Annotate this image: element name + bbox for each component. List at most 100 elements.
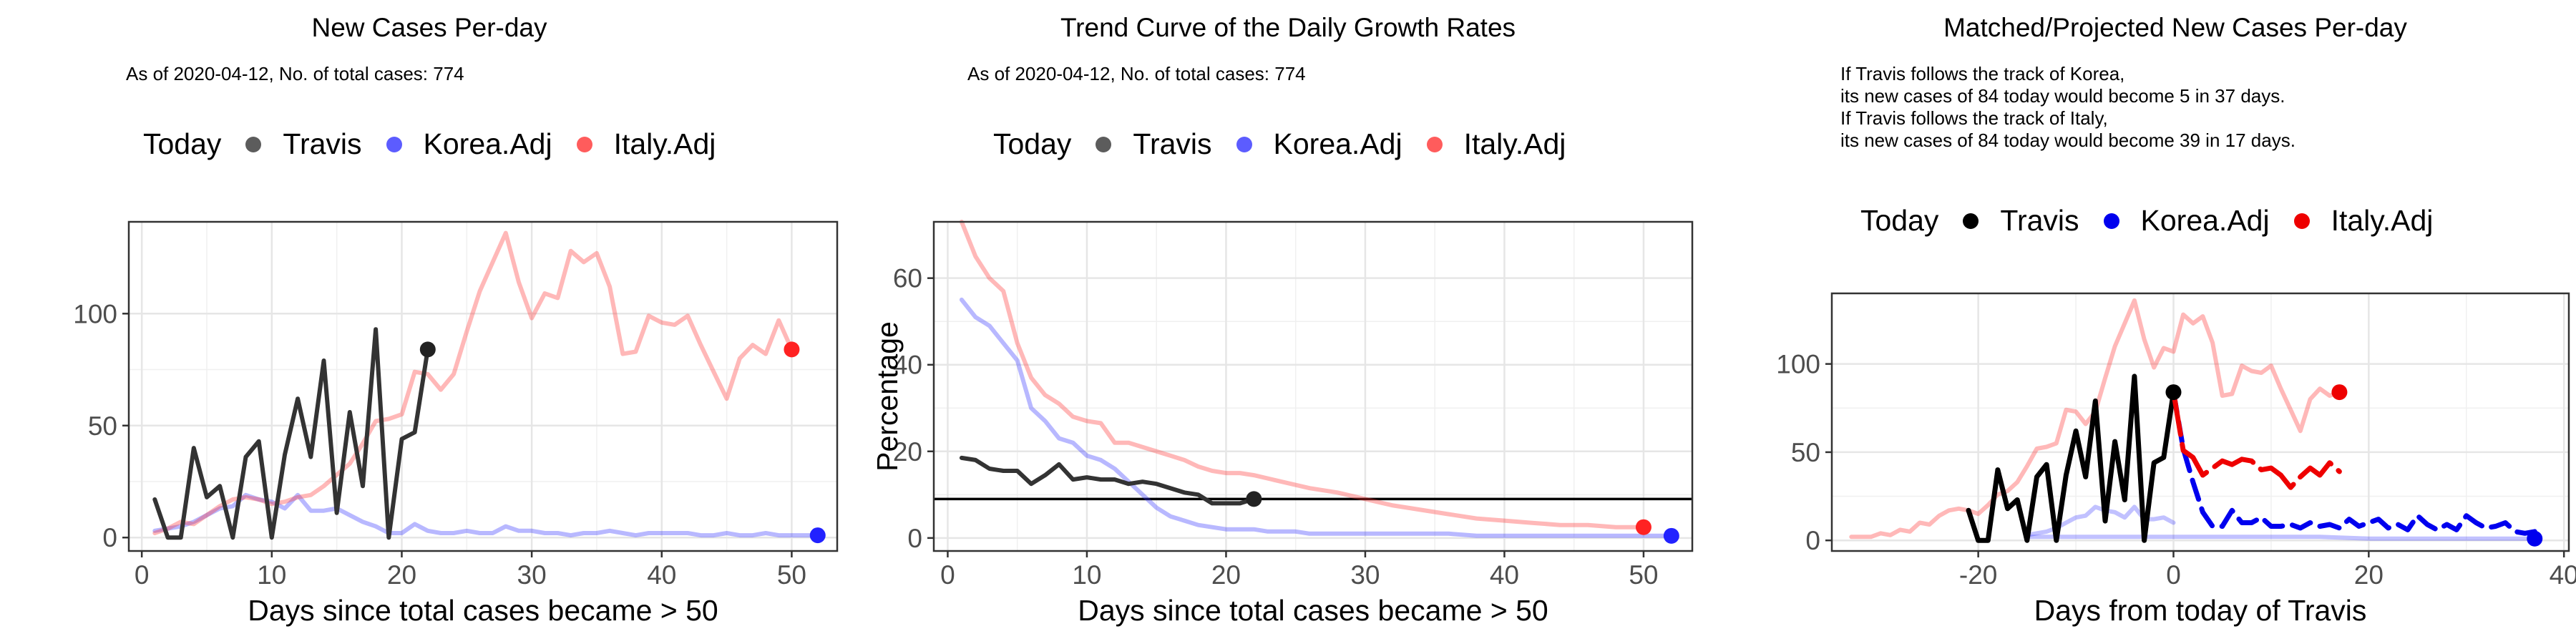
- x-tick-label: 40: [2550, 560, 2576, 590]
- chart-subtitle: As of 2020-04-12, No. of total cases: 77…: [967, 63, 1306, 84]
- legend-label-travis: Travis: [283, 127, 362, 160]
- legend-marker-italy: [576, 136, 592, 152]
- legend-item-korea: Korea.Adj: [2103, 204, 2270, 238]
- legend-label-italy: Italy.Adj: [1463, 127, 1566, 160]
- plot-border: [1830, 292, 2570, 552]
- legend-item-italy: Italy.Adj: [576, 127, 716, 161]
- x-tick-label: 0: [940, 560, 955, 590]
- y-tick-label: 20: [893, 437, 922, 467]
- series-line-travis: [1966, 374, 2176, 543]
- legend-label-korea: Korea.Adj: [2140, 204, 2270, 237]
- x-axis-label: Days since total cases became > 50: [248, 594, 718, 627]
- annotation-line: If Travis follows the track of Korea,: [1840, 63, 2125, 84]
- chart-legend: Today Travis Korea.Adj Italy.Adj: [1860, 204, 2457, 238]
- y-tick-label: 0: [907, 524, 922, 553]
- plot-area: 0 10 20 30 40 50 0 20 40 60 Days since total cases…: [871, 220, 1694, 627]
- x-tick-label: 0: [135, 560, 150, 590]
- legend-label-travis: Travis: [2000, 204, 2079, 237]
- annotation-line: If Travis follows the track of Italy,: [1840, 107, 2108, 129]
- series-line-korea-adj: [959, 297, 1674, 538]
- x-tick-label: 50: [777, 560, 806, 590]
- legend-marker-travis: [245, 136, 262, 152]
- annotation-line: its new cases of 84 today would become 3…: [1840, 130, 2296, 151]
- chart-title: Matched/Projected New Cases Per-day: [1943, 13, 2407, 42]
- today-point-travis: [1246, 491, 1262, 507]
- today-point-korea-adj: [809, 527, 826, 544]
- x-axis-label: Days since total cases became > 50: [1078, 594, 1548, 627]
- chart-legend: Today Travis Korea.Adj Italy.Adj: [143, 127, 740, 161]
- legend-item-korea: Korea.Adj: [1236, 127, 1402, 161]
- x-tick-label: 20: [2354, 560, 2384, 590]
- chart-title: New Cases Per-day: [311, 13, 547, 42]
- plot-area: 0 10 20 30 40 50 0 50 100 Days since total cases …: [73, 220, 839, 627]
- x-tick-label: 30: [1350, 560, 1380, 590]
- y-tick-label: 0: [102, 523, 117, 552]
- x-tick-label: 10: [257, 560, 286, 590]
- y-tick-label: 50: [1791, 438, 1820, 467]
- x-tick-label: 40: [1490, 560, 1519, 590]
- legend-label-korea: Korea.Adj: [1273, 127, 1402, 160]
- legend-item-travis: Travis: [245, 127, 362, 161]
- chart-subtitle: As of 2020-04-12, No. of total cases: 77…: [126, 63, 464, 84]
- today-point-korea-adj: [2527, 530, 2543, 547]
- x-tick-label: 20: [1211, 560, 1241, 590]
- today-point-italy-adj: [1635, 519, 1652, 535]
- legend-marker-korea: [1236, 136, 1252, 152]
- legend-label-italy: Italy.Adj: [2331, 204, 2434, 237]
- x-axis-label: Days from today of Travis: [2034, 594, 2367, 627]
- series-line-italy-adj-projected: [2171, 389, 2342, 490]
- x-tick-label: 0: [2166, 560, 2181, 590]
- plot-border: [932, 220, 1694, 552]
- today-point-italy-adj: [2331, 384, 2348, 401]
- y-tick-label: 50: [88, 411, 117, 441]
- series-line-italy-adj: [959, 220, 1646, 530]
- today-point-travis: [419, 341, 436, 358]
- chart-panel-3: Matched/Projected New Cases Per-day If T…: [1717, 0, 2576, 644]
- legend-title: Today: [993, 127, 1072, 160]
- series-line-korea-adj: [152, 492, 820, 538]
- x-tick-label: 50: [1629, 560, 1658, 590]
- chart-title: Trend Curve of the Daily Growth Rates: [1060, 13, 1516, 42]
- y-tick-label: 100: [73, 299, 117, 328]
- legend-item-italy: Italy.Adj: [1426, 127, 1566, 161]
- y-tick-label: 40: [893, 351, 922, 380]
- legend-item-travis: Travis: [1963, 204, 2079, 238]
- legend-marker-italy: [2293, 213, 2310, 229]
- plot-border: [127, 220, 839, 552]
- chart-annotation-lines: If Travis follows the track of Korea, it…: [1840, 63, 2296, 152]
- y-tick-label: 60: [893, 264, 922, 293]
- series-line-travis: [959, 455, 1257, 506]
- legend-marker-korea: [386, 136, 402, 152]
- legend-title: Today: [143, 127, 222, 160]
- x-tick-label: 20: [387, 560, 416, 590]
- x-tick-label: 10: [1072, 560, 1101, 590]
- legend-item-travis: Travis: [1096, 127, 1212, 161]
- y-axis-label: Percentage: [871, 321, 904, 472]
- series-line-korea-adj-after: [2024, 535, 2537, 541]
- legend-item-korea: Korea.Adj: [386, 127, 552, 161]
- x-tick-label: -20: [1959, 560, 1997, 590]
- today-point-italy-adj: [784, 341, 800, 358]
- legend-marker-travis: [1096, 136, 1112, 152]
- series-line-italy-adj: [152, 230, 794, 535]
- plot-area: -20 0 20 40 0 50 100 Days from today of Travis: [1776, 292, 2576, 627]
- legend-label-travis: Travis: [1133, 127, 1212, 160]
- series-line-korea-adj-matched: [2024, 504, 2176, 537]
- today-point-korea-adj: [1663, 527, 1679, 544]
- chart-legend: Today Travis Korea.Adj Italy.Adj: [993, 127, 1590, 161]
- x-tick-label: 40: [647, 560, 676, 590]
- legend-marker-italy: [1426, 136, 1443, 152]
- series-line-travis: [152, 327, 430, 540]
- legend-title: Today: [1860, 204, 1939, 237]
- y-tick-label: 100: [1776, 350, 1820, 379]
- today-point-travis: [2165, 384, 2182, 401]
- legend-label-korea: Korea.Adj: [423, 127, 552, 160]
- series-line-korea-adj-projected: [2171, 389, 2537, 536]
- chart-panel-2: Trend Curve of the Daily Growth Rates As…: [859, 0, 1717, 644]
- annotation-line: its new cases of 84 today would become 5…: [1840, 85, 2285, 107]
- legend-item-italy: Italy.Adj: [2293, 204, 2434, 238]
- x-tick-label: 30: [517, 560, 547, 590]
- legend-label-italy: Italy.Adj: [613, 127, 716, 160]
- y-tick-label: 0: [1805, 526, 1820, 555]
- chart-panel-1: New Cases Per-day As of 2020-04-12, No. …: [0, 0, 859, 644]
